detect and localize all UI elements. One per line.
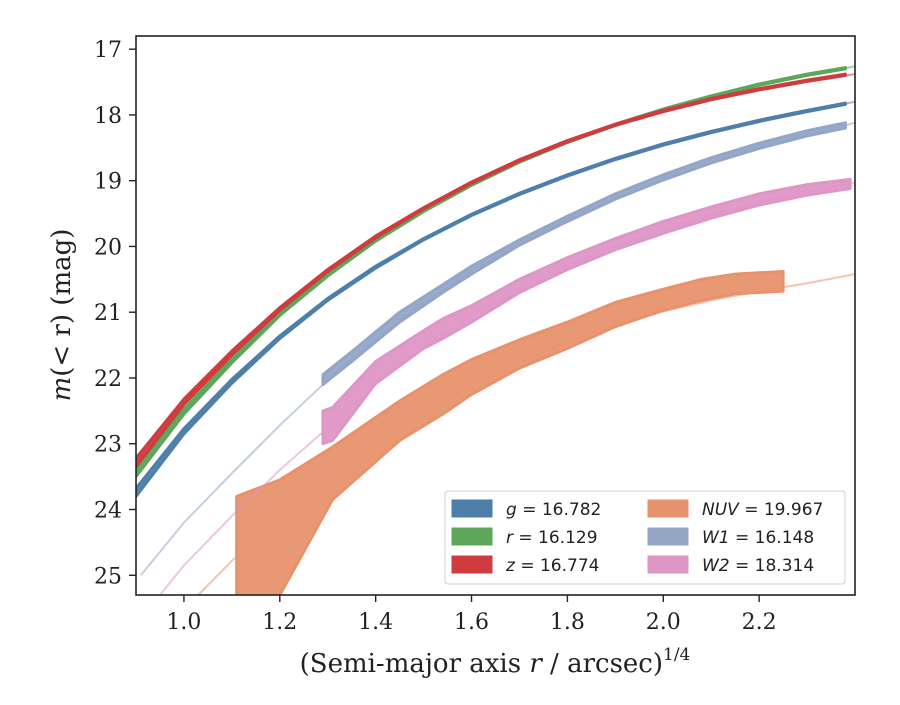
- series-w2: [159, 177, 855, 595]
- legend-label: NUV = 19.967: [702, 500, 823, 520]
- band-nuv: [235, 269, 785, 595]
- legend-entry-z: z = 16.774: [451, 555, 599, 576]
- series-g: [136, 100, 855, 498]
- band-w2: [321, 177, 852, 446]
- legend-swatch: [647, 555, 689, 574]
- x-tick-label: 2.0: [646, 610, 681, 635]
- band-r: [136, 66, 847, 479]
- legend-label: z = 16.774: [505, 556, 599, 576]
- model-line-z: [136, 73, 855, 468]
- y-tick-label: 25: [94, 564, 122, 589]
- y-axis-title-arg: (< r): [47, 314, 77, 377]
- legend-frame: [444, 490, 846, 585]
- x-tick-label: 2.2: [742, 610, 777, 635]
- series-nuv: [197, 269, 855, 595]
- legend-swatch: [647, 499, 689, 518]
- y-axis-title: m(< r) (mag): [47, 229, 77, 402]
- legend: g = 16.782 r = 16.129 z = 16.774 NUV = 19.9…: [444, 490, 846, 585]
- band-z: [136, 72, 847, 469]
- legend-swatch: [451, 527, 493, 546]
- ticks-layer: 1.0 1.2 1.4 1.6 1.8 2.0 2.2 17 18 19 20 21 22 23 24 25: [94, 38, 777, 635]
- legend-entry-r: r = 16.129: [451, 527, 598, 548]
- legend-entry-g: g = 16.782: [451, 499, 601, 520]
- legend-swatch: [647, 527, 689, 546]
- legend-label: W2 = 18.314: [702, 556, 814, 576]
- series-w1: [140, 121, 855, 576]
- legend-entry-w2: W2 = 18.314: [647, 555, 814, 576]
- plot-frame: [135, 35, 856, 596]
- x-axis-title: (Semi-major axis r / arcsec)1/4: [300, 645, 691, 679]
- legend-entry-w1: W1 = 16.148: [647, 527, 814, 548]
- band-g: [136, 101, 847, 498]
- legend-label: W1 = 16.148: [702, 528, 814, 548]
- x-tick-label: 1.8: [550, 610, 585, 635]
- legend-label: r = 16.129: [506, 528, 598, 548]
- series-r: [136, 65, 855, 479]
- x-tick-label: 1.0: [166, 610, 201, 635]
- series-layer: [136, 65, 855, 595]
- legend-label: g = 16.782: [506, 500, 601, 520]
- x-tick-label: 1.6: [454, 610, 489, 635]
- y-tick-label: 18: [94, 104, 122, 129]
- y-tick-label: 19: [94, 170, 122, 195]
- legend-entry-nuv: NUV = 19.967: [647, 499, 823, 520]
- y-tick-label: 22: [94, 367, 122, 392]
- band-w1: [321, 121, 847, 387]
- y-tick-label: 24: [94, 499, 122, 524]
- y-tick-label: 17: [94, 38, 122, 63]
- legend-swatch: [451, 555, 493, 574]
- series-z: [136, 72, 855, 469]
- x-tick-label: 1.4: [358, 610, 393, 635]
- y-tick-label: 21: [94, 301, 122, 326]
- y-tick-label: 20: [94, 235, 122, 260]
- x-tick-label: 1.2: [262, 610, 297, 635]
- y-tick-label: 23: [94, 433, 122, 458]
- model-line-r: [136, 65, 855, 478]
- legend-swatch: [451, 499, 493, 518]
